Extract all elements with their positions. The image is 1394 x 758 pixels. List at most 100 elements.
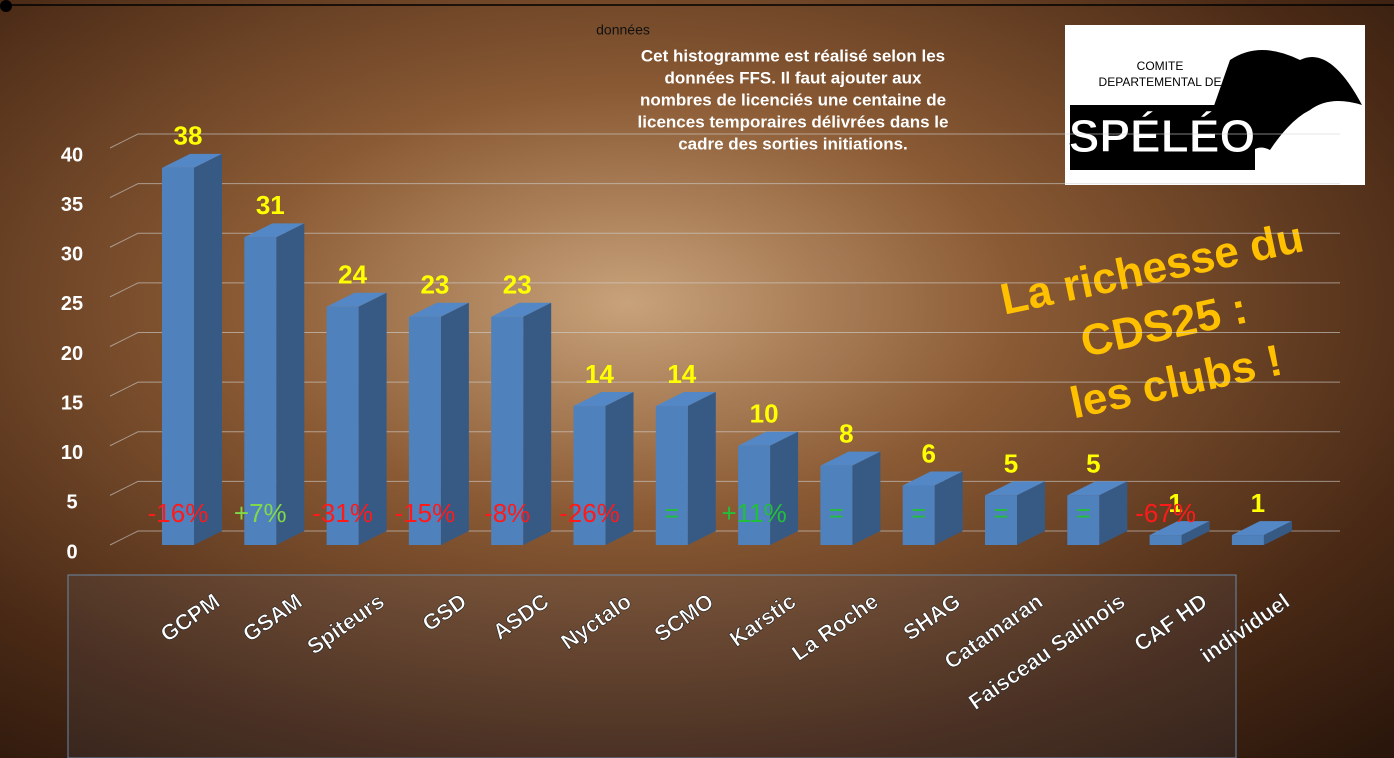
bar <box>244 223 305 545</box>
bar-front <box>1231 535 1264 545</box>
bar-side <box>687 392 716 545</box>
grid-line <box>109 381 1340 397</box>
note-line: nombres de licenciés une centaine de <box>640 90 946 109</box>
value-label: 5 <box>1086 448 1100 478</box>
bar-side <box>276 223 305 545</box>
change-label: = <box>829 498 844 528</box>
bar <box>1231 521 1292 545</box>
bar-front <box>1149 535 1182 545</box>
bar-front <box>573 406 606 545</box>
note: Cet histogramme est réalisé selon les don… <box>638 46 949 153</box>
bar <box>902 471 963 545</box>
bar-top <box>902 471 963 486</box>
bar-front <box>655 406 688 545</box>
bar-side <box>934 471 963 545</box>
grid-line <box>109 183 1340 199</box>
bar-side <box>605 392 634 545</box>
bar-front <box>162 167 194 545</box>
logo-text: COMITE <box>1137 59 1184 73</box>
change-label: = <box>993 498 1008 528</box>
bar-top <box>820 451 881 466</box>
value-label: 31 <box>256 190 285 220</box>
top-dot <box>0 0 12 12</box>
note-line: licences temporaires délivrées dans le <box>638 112 949 131</box>
bar-side <box>194 153 222 545</box>
bar <box>738 431 799 545</box>
bar-top <box>573 392 634 407</box>
change-label: +11% <box>721 498 786 528</box>
value-label: 23 <box>503 270 532 300</box>
change-label: -67% <box>1135 498 1196 528</box>
bar-side <box>770 431 799 545</box>
bar <box>408 302 469 545</box>
change-label: -15% <box>395 498 456 528</box>
bar-side <box>1017 481 1045 545</box>
bar-side <box>1263 521 1292 545</box>
bar-top <box>1149 521 1210 536</box>
grid-line <box>109 133 1340 149</box>
bar-front <box>985 495 1017 545</box>
change-label: -26% <box>559 498 620 528</box>
bar-front <box>491 316 524 545</box>
bar-front <box>738 445 771 545</box>
value-label: 8 <box>839 418 853 448</box>
bar-top <box>1067 481 1128 496</box>
bar <box>1067 481 1128 545</box>
change-label: = <box>1076 498 1091 528</box>
value-label: 14 <box>667 359 696 389</box>
bar-front <box>820 465 853 545</box>
change-label: = <box>664 498 679 528</box>
logo-title: SPÉLÉO <box>1069 110 1256 162</box>
bar-front <box>244 237 277 545</box>
bar-top <box>985 481 1045 496</box>
y-tick-label: 20 <box>61 343 83 365</box>
grid-line <box>109 282 1340 298</box>
category-box <box>67 574 1237 758</box>
logo-text: DEPARTEMENTAL DE <box>1099 75 1222 89</box>
y-tick-label: 5 <box>66 492 77 514</box>
bar <box>820 451 881 545</box>
change-label: = <box>911 498 926 528</box>
y-tick-label: 35 <box>61 194 83 216</box>
note-line: données FFS. Il faut ajouter aux <box>665 68 922 87</box>
bar <box>491 302 552 545</box>
value-label: 6 <box>921 438 935 468</box>
change-label: -8% <box>484 498 530 528</box>
note-line: Cet histogramme est réalisé selon les <box>641 46 945 65</box>
bar-side <box>1181 521 1210 545</box>
y-tick-label: 25 <box>61 293 83 315</box>
value-label: 14 <box>585 359 614 389</box>
bar <box>326 292 387 545</box>
value-label: 24 <box>338 260 367 290</box>
y-tick-label: 30 <box>61 244 83 266</box>
y-tick-label: 40 <box>61 144 83 166</box>
bar <box>985 481 1045 545</box>
bar-front <box>408 316 441 545</box>
y-tick-label: 0 <box>66 541 77 563</box>
change-label: -31% <box>312 498 373 528</box>
bar-top <box>326 292 387 307</box>
change-label: +7% <box>234 498 287 528</box>
bar-front <box>326 306 359 545</box>
bar <box>655 392 716 545</box>
change-label: -16% <box>148 498 209 528</box>
value-label: 38 <box>174 121 203 151</box>
logo-block <box>1070 105 1255 170</box>
value-label: 1 <box>1168 488 1182 518</box>
bar-top <box>244 223 305 238</box>
bar-top <box>162 153 222 168</box>
grid-line <box>109 431 1340 447</box>
y-tick-label: 10 <box>61 442 83 464</box>
bar-side <box>523 302 552 545</box>
bar-side <box>358 292 387 545</box>
value-label: 23 <box>420 270 449 300</box>
bar-top <box>491 302 552 317</box>
bar-side <box>440 302 469 545</box>
y-tick-label: 15 <box>61 392 83 414</box>
grid-line <box>109 232 1340 248</box>
bar <box>1149 521 1210 545</box>
value-label: 1 <box>1251 488 1265 518</box>
bar-front <box>1067 495 1100 545</box>
